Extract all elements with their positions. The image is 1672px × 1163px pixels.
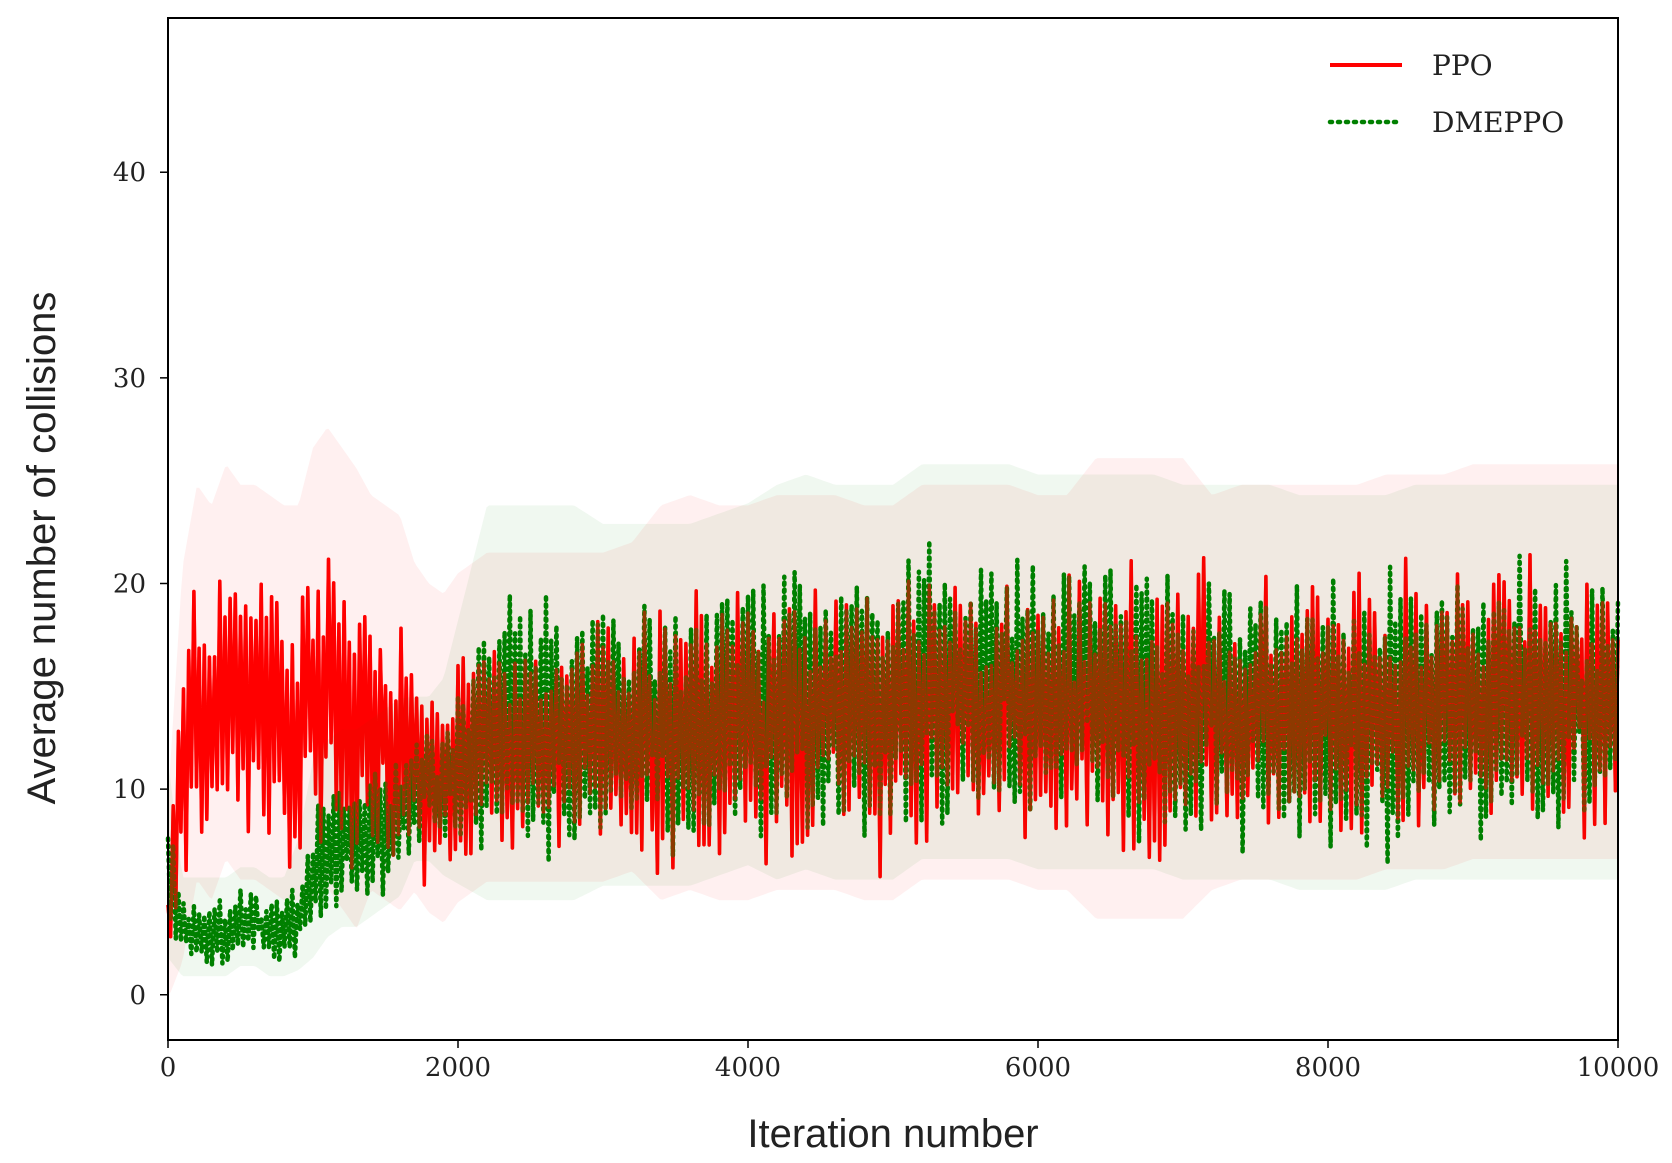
x-axis-title: Iteration number (747, 1112, 1038, 1156)
x-tick-label: 4000 (715, 1053, 781, 1083)
x-tick-label: 2000 (425, 1053, 491, 1083)
legend-label-dmeppo: DMEPPO (1432, 106, 1564, 139)
legend: PPO DMEPPO (1327, 49, 1564, 139)
y-axis-title: Average number of collisions (20, 292, 64, 805)
x-tick-label: 10000 (1577, 1053, 1660, 1083)
x-tick-label: 0 (160, 1053, 177, 1083)
y-tick-label: 40 (113, 158, 146, 188)
y-tick-label: 10 (113, 775, 146, 805)
x-tick-label: 6000 (1005, 1053, 1071, 1083)
x-tick-label: 8000 (1295, 1053, 1361, 1083)
series-line-ppo-overlay (166, 553, 1620, 939)
plot-area (165, 428, 1621, 995)
plot-frame (167, 17, 1619, 1041)
y-tick-label: 0 (129, 981, 146, 1011)
legend-label-ppo: PPO (1432, 49, 1493, 82)
y-tick-label: 20 (113, 569, 146, 599)
y-tick-label: 30 (113, 364, 146, 394)
axis-ticks: 0 2000 4000 6000 8000 10000 0 10 20 30 40 (113, 158, 1659, 1083)
